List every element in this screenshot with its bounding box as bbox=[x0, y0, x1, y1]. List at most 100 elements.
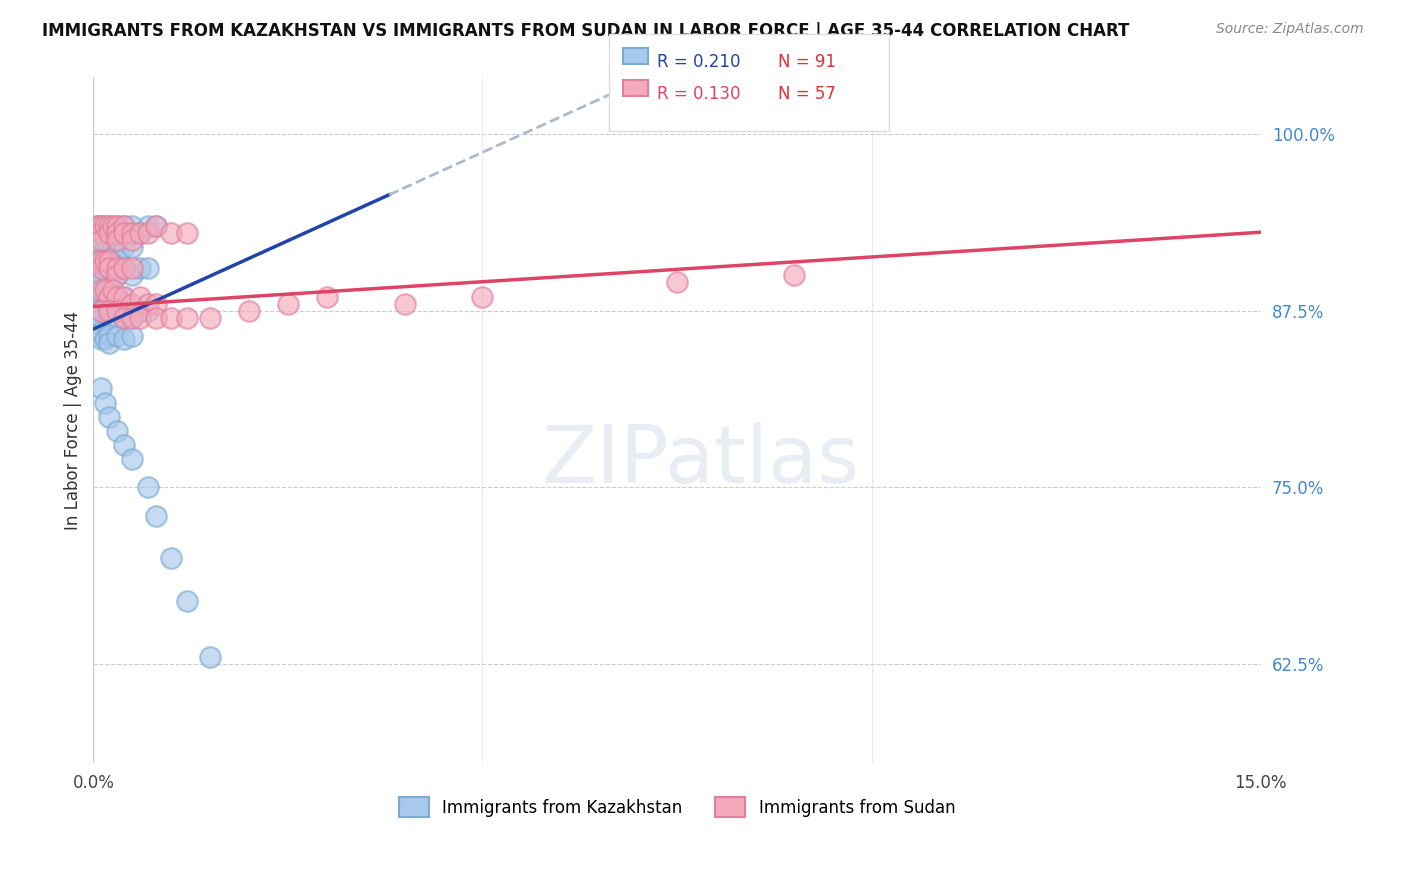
Point bbox=[114, 332, 136, 346]
Point bbox=[129, 303, 152, 318]
Point bbox=[129, 226, 152, 240]
Text: ZIPatlas: ZIPatlas bbox=[541, 423, 859, 500]
Point bbox=[136, 303, 159, 318]
Point bbox=[97, 261, 120, 276]
Point bbox=[97, 254, 120, 268]
Point bbox=[94, 332, 117, 346]
Point bbox=[97, 310, 120, 325]
Point bbox=[90, 325, 112, 339]
Point bbox=[145, 310, 167, 325]
Point bbox=[94, 254, 117, 268]
Point bbox=[94, 261, 117, 276]
Point bbox=[97, 289, 120, 303]
Point bbox=[160, 226, 183, 240]
Point bbox=[105, 261, 128, 276]
Point bbox=[114, 240, 136, 254]
Point bbox=[105, 233, 128, 247]
Point bbox=[97, 283, 120, 297]
Point bbox=[90, 303, 112, 318]
Point bbox=[97, 276, 120, 290]
Point bbox=[121, 329, 143, 343]
Point bbox=[105, 219, 128, 233]
Point bbox=[90, 226, 112, 240]
Point bbox=[86, 283, 108, 297]
Point bbox=[136, 261, 159, 276]
Point bbox=[94, 233, 117, 247]
Point bbox=[145, 508, 167, 523]
Point bbox=[198, 310, 221, 325]
Point bbox=[84, 276, 107, 290]
Point bbox=[783, 268, 806, 283]
Point bbox=[110, 226, 132, 240]
Point bbox=[90, 219, 112, 233]
Point bbox=[97, 289, 120, 303]
Point bbox=[101, 261, 124, 276]
Point bbox=[90, 283, 112, 297]
Point bbox=[394, 296, 416, 310]
Point bbox=[90, 254, 112, 268]
Point bbox=[114, 310, 136, 325]
Point bbox=[101, 219, 124, 233]
Point bbox=[94, 283, 117, 297]
Point bbox=[90, 276, 112, 290]
Point bbox=[121, 240, 143, 254]
Point bbox=[105, 219, 128, 233]
Point bbox=[90, 382, 112, 396]
Point bbox=[136, 219, 159, 233]
Point bbox=[105, 296, 128, 310]
Legend: Immigrants from Kazakhstan, Immigrants from Sudan: Immigrants from Kazakhstan, Immigrants f… bbox=[392, 791, 962, 823]
Point bbox=[97, 219, 120, 233]
Point bbox=[105, 247, 128, 261]
Point bbox=[105, 289, 128, 303]
Point bbox=[90, 310, 112, 325]
Point bbox=[86, 254, 108, 268]
Point bbox=[121, 310, 143, 325]
Point bbox=[105, 233, 128, 247]
Point bbox=[97, 327, 120, 342]
Point bbox=[129, 261, 152, 276]
Point bbox=[86, 219, 108, 233]
Point bbox=[90, 254, 112, 268]
Text: N = 57: N = 57 bbox=[778, 85, 835, 103]
Point bbox=[129, 310, 152, 325]
Point bbox=[97, 240, 120, 254]
Point bbox=[114, 438, 136, 452]
Point bbox=[90, 261, 112, 276]
Point bbox=[129, 226, 152, 240]
Point bbox=[114, 226, 136, 240]
Point bbox=[97, 303, 120, 318]
Point bbox=[145, 296, 167, 310]
Point bbox=[114, 261, 136, 276]
Point bbox=[94, 219, 117, 233]
Point bbox=[471, 289, 494, 303]
Point bbox=[176, 310, 198, 325]
Point bbox=[97, 409, 120, 424]
Point bbox=[105, 226, 128, 240]
Point bbox=[176, 226, 198, 240]
Point bbox=[176, 593, 198, 607]
Point bbox=[277, 296, 299, 310]
Point bbox=[114, 219, 136, 233]
Point bbox=[114, 310, 136, 325]
Point bbox=[105, 261, 128, 276]
Point bbox=[101, 283, 124, 297]
Point bbox=[90, 233, 112, 247]
Point bbox=[121, 226, 143, 240]
Point bbox=[105, 303, 128, 318]
Point bbox=[238, 303, 260, 318]
Point bbox=[97, 219, 120, 233]
Point bbox=[114, 261, 136, 276]
Point bbox=[90, 332, 112, 346]
Point bbox=[315, 289, 337, 303]
Point bbox=[86, 261, 108, 276]
Point bbox=[121, 452, 143, 467]
Point bbox=[110, 261, 132, 276]
Point bbox=[86, 219, 108, 233]
Point bbox=[97, 336, 120, 351]
Point bbox=[145, 219, 167, 233]
Point bbox=[97, 226, 120, 240]
Point bbox=[105, 289, 128, 303]
Point bbox=[121, 261, 143, 276]
Point bbox=[121, 219, 143, 233]
Point bbox=[90, 226, 112, 240]
